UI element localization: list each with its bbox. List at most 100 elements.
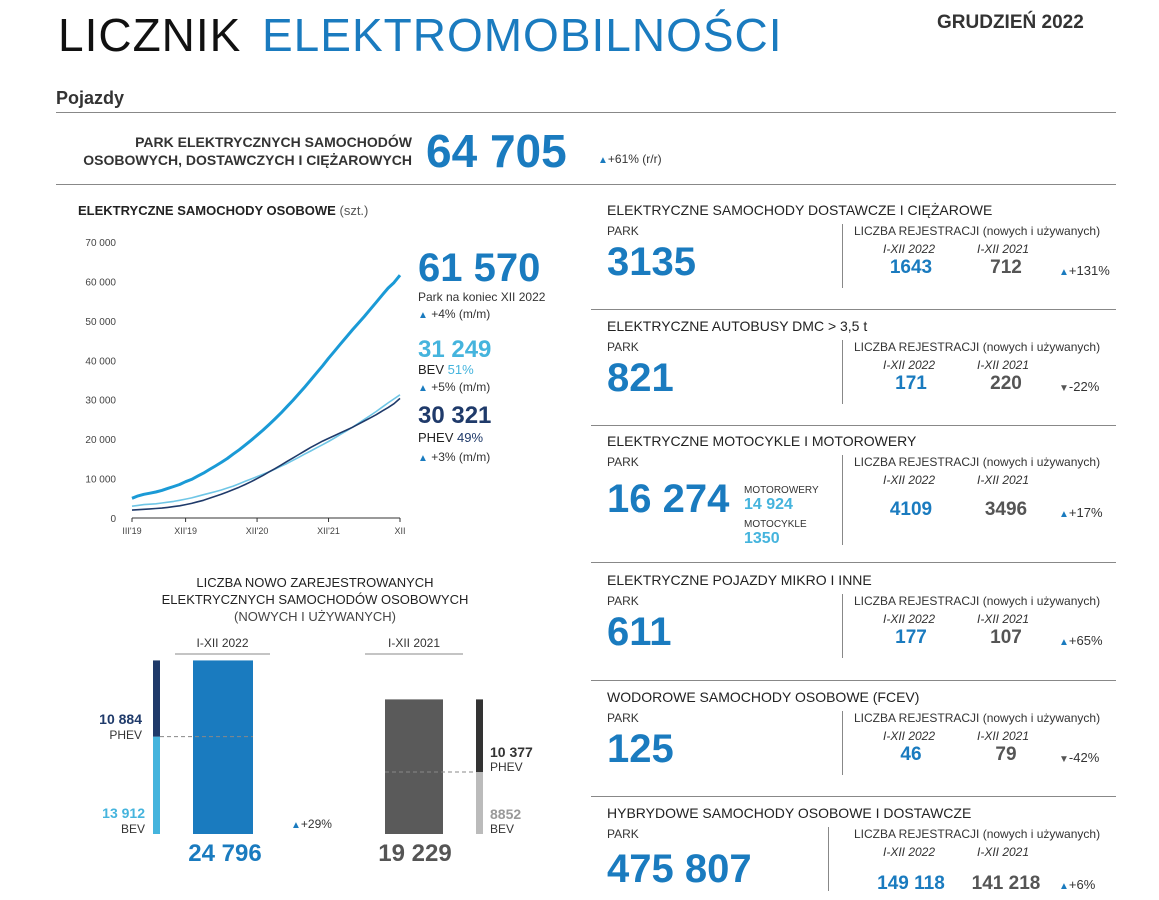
bev-value: 31 249 xyxy=(418,336,492,363)
park-label: PARK xyxy=(607,594,639,608)
panel-vans: ELEKTRYCZNE SAMOCHODY DOSTAWCZE I CIĘŻAR… xyxy=(591,202,1116,302)
y-tick-label: 20 000 xyxy=(85,435,116,446)
year-2: I-XII 2021 xyxy=(977,242,1030,256)
registrations-label: LICZBA REJESTRACJI (nowych i używanych) xyxy=(854,224,1101,238)
bar-total-2022 xyxy=(193,660,253,834)
panel-buses: ELEKTRYCZNE AUTOBUSY DMC > 3,5 t PARK 82… xyxy=(591,318,1116,418)
park-value: 3135 xyxy=(607,240,696,284)
year-2: I-XII 2021 xyxy=(977,845,1030,859)
divider xyxy=(591,562,1116,563)
panel-micro: ELEKTRYCZNE POJAZDY MIKRO I INNE PARK 61… xyxy=(591,572,1116,672)
park-value: 125 xyxy=(607,727,674,771)
phev-value: 30 321 xyxy=(418,402,492,429)
reg-2021-value: 79 xyxy=(995,744,1017,765)
registrations-label: LICZBA REJESTRACJI (nowych i używanych) xyxy=(854,711,1101,725)
year-1: I-XII 2022 xyxy=(883,473,936,487)
panel-motorcycles: ELEKTRYCZNE MOTOCYKLE I MOTOROWERY PARK … xyxy=(591,433,1116,553)
panel-title: ELEKTRYCZNE AUTOBUSY DMC > 3,5 t xyxy=(607,318,868,334)
divider xyxy=(828,827,829,891)
phev-label: PHEV 49% xyxy=(418,430,484,445)
phev-2022-value: 10 884 xyxy=(99,711,142,727)
y-tick-label: 70 000 xyxy=(85,238,116,249)
park-label: PARK xyxy=(607,340,639,354)
divider xyxy=(842,224,843,288)
phev-change: ▲ +3% (m/m) xyxy=(418,450,491,464)
report-date: GRUDZIEŃ 2022 xyxy=(937,12,1084,33)
line-chart-title: ELEKTRYCZNE SAMOCHODY OSOBOWE (szt.) xyxy=(78,203,369,218)
reg-2021-value: 220 xyxy=(990,373,1022,394)
year-1: I-XII 2022 xyxy=(883,358,936,372)
year-2: I-XII 2021 xyxy=(977,729,1030,743)
line-chart: 70 000 60 000 50 000 40 000 30 000 20 000 10 0… xyxy=(85,238,405,536)
bev-2022-value: 13 912 xyxy=(102,805,145,821)
reg-2021-value: 107 xyxy=(990,627,1022,648)
y-tick-label: 10 000 xyxy=(85,475,116,486)
bar-phev-2021 xyxy=(476,699,483,773)
park-label: PARK xyxy=(607,224,639,238)
divider xyxy=(842,711,843,775)
year-2022-label: I-XII 2022 xyxy=(196,636,249,650)
motorcycle-value: 1350 xyxy=(744,530,780,547)
total-2022: 24 796 xyxy=(188,840,262,867)
line-series-bev xyxy=(131,394,401,507)
line-series-phev xyxy=(131,397,401,511)
divider xyxy=(56,184,1116,185)
x-tick-label: XII'20 xyxy=(246,526,269,536)
moped-label: MOTOROWERY xyxy=(744,485,819,496)
title-highlight: ELEKTROMOBILNOŚCI xyxy=(262,9,783,61)
divider xyxy=(591,796,1116,797)
registrations-title: LICZBA NOWO ZAREJESTROWANYCH ELEKTRYCZNY… xyxy=(161,575,469,624)
panel-hydrogen: WODOROWE SAMOCHODY OSOBOWE (FCEV) PARK 1… xyxy=(591,689,1116,789)
divider xyxy=(842,594,843,658)
year-1: I-XII 2022 xyxy=(883,242,936,256)
year-2021-label: I-XII 2021 xyxy=(387,636,441,650)
reg-2021-value: 3496 xyxy=(984,499,1028,520)
reg-2022-value: 4109 xyxy=(889,499,933,520)
motorcycle-label: MOTOCYKLE xyxy=(744,519,807,530)
year-1: I-XII 2022 xyxy=(883,729,936,743)
y-tick-label: 50 000 xyxy=(85,317,116,328)
reg-change: ▲+17% xyxy=(1059,505,1103,520)
panel-hybrid: HYBRYDOWE SAMOCHODY OSOBOWE I DOSTAWCZE … xyxy=(591,805,1116,900)
reg-2021-value: 712 xyxy=(990,257,1022,278)
year-1: I-XII 2022 xyxy=(883,612,936,626)
park-total-label: PARK ELEKTRYCZNYCH SAMOCHODÓW OSOBOWYCH,… xyxy=(83,134,412,168)
registrations-change: ▲+29% xyxy=(291,817,332,831)
registrations-bar-chart xyxy=(153,653,483,834)
bev-label: BEV 51% xyxy=(418,362,474,377)
park-label: PARK xyxy=(607,711,639,725)
reg-change: ▲+65% xyxy=(1059,633,1103,648)
line-series-razem xyxy=(131,274,402,500)
divider xyxy=(842,340,843,404)
moped-value: 14 924 xyxy=(744,496,793,513)
y-tick-label: 0 xyxy=(110,514,116,525)
divider xyxy=(591,680,1116,681)
reg-2022-value: 171 xyxy=(895,373,927,394)
passenger-total-change: ▲ +4% (m/m) xyxy=(418,307,491,321)
reg-2022-value: 149 118 xyxy=(877,873,945,894)
year-2: I-XII 2021 xyxy=(977,612,1030,626)
total-2021: 19 229 xyxy=(378,840,452,867)
reg-2022-value: 1643 xyxy=(889,257,933,278)
bar-phev-2022 xyxy=(153,660,160,737)
y-tick-label: 30 000 xyxy=(85,396,116,407)
divider xyxy=(591,425,1116,426)
panel-title: HYBRYDOWE SAMOCHODY OSOBOWE I DOSTAWCZE xyxy=(607,805,972,821)
y-tick-label: 40 000 xyxy=(85,356,116,367)
park-value: 16 274 xyxy=(607,477,730,521)
reg-2022-value: 177 xyxy=(895,627,927,648)
divider xyxy=(56,112,1116,113)
phev-2022-label: PHEV xyxy=(109,728,142,742)
divider xyxy=(591,309,1116,310)
year-1: I-XII 2022 xyxy=(883,845,936,859)
reg-change: ▼-42% xyxy=(1059,750,1100,765)
reg-change: ▲+131% xyxy=(1059,263,1110,278)
registrations-label: LICZBA REJESTRACJI (nowych i używanych) xyxy=(854,594,1101,608)
passenger-total-desc: Park na koniec XII 2022 xyxy=(418,290,546,304)
reg-change: ▼-22% xyxy=(1059,379,1100,394)
bev-2021-label: BEV xyxy=(490,822,515,836)
park-value: 821 xyxy=(607,356,674,400)
y-tick-label: 60 000 xyxy=(85,277,116,288)
phev-2021-label: PHEV xyxy=(490,760,523,774)
park-label: PARK xyxy=(607,827,639,841)
